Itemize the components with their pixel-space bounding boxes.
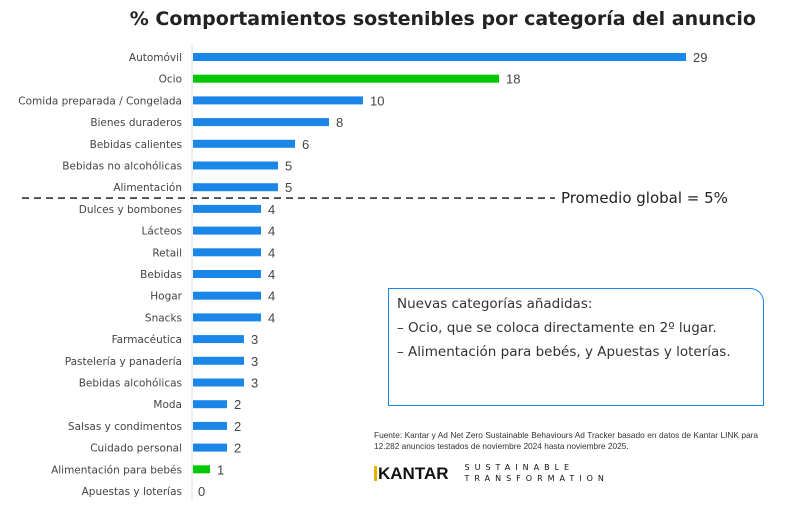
data-label: 4 bbox=[268, 267, 275, 282]
data-label: 2 bbox=[234, 397, 241, 412]
data-label: 0 bbox=[198, 484, 205, 499]
data-label: 3 bbox=[251, 354, 258, 369]
bar bbox=[193, 96, 363, 105]
bar bbox=[193, 118, 329, 127]
bar bbox=[193, 139, 295, 148]
category-label: Comida preparada / Congelada bbox=[18, 95, 182, 107]
data-label: 5 bbox=[285, 159, 292, 174]
source-note: Fuente: Kantar y Ad Net Zero Sustainable… bbox=[374, 430, 758, 451]
category-label: Hogar bbox=[150, 291, 182, 303]
logo-tagline: SUSTAINABLE TRANSFORMATION bbox=[465, 462, 609, 484]
bar bbox=[193, 226, 261, 235]
bar bbox=[193, 248, 261, 257]
data-label: 2 bbox=[234, 419, 241, 434]
note-item: – Alimentación para bebés, y Apuestas y … bbox=[397, 344, 731, 360]
category-label: Dulces y bombones bbox=[79, 204, 182, 216]
category-label: Bienes duraderos bbox=[90, 117, 182, 129]
data-label: 4 bbox=[268, 310, 275, 325]
bar bbox=[193, 335, 244, 344]
bar bbox=[193, 313, 261, 322]
bar bbox=[193, 356, 244, 365]
category-label: Automóvil bbox=[129, 52, 182, 64]
chart-title: % Comportamientos sostenibles por catego… bbox=[129, 8, 756, 30]
average-label: Promedio global = 5% bbox=[561, 189, 728, 207]
note-box: Nuevas categorías añadidas: – Ocio, que … bbox=[388, 288, 764, 406]
data-label: 1 bbox=[217, 462, 224, 477]
bar bbox=[193, 291, 261, 300]
data-label: 18 bbox=[506, 72, 520, 87]
category-label: Cuidado personal bbox=[90, 443, 182, 455]
bar bbox=[193, 443, 227, 452]
bar bbox=[193, 74, 499, 83]
bar bbox=[193, 270, 261, 278]
data-label: 5 bbox=[285, 180, 292, 195]
category-label: Pastelería y panadería bbox=[65, 356, 182, 368]
category-label: Moda bbox=[153, 399, 182, 411]
kantar-wordmark: KANTAR bbox=[374, 465, 449, 482]
data-label: 4 bbox=[268, 289, 275, 304]
data-label: 4 bbox=[268, 202, 275, 217]
category-label: Bebidas no alcohólicas bbox=[62, 161, 182, 173]
category-label: Alimentación para bebés bbox=[51, 464, 182, 476]
data-label: 3 bbox=[251, 376, 258, 391]
category-label: Alimentación bbox=[113, 182, 182, 194]
data-label: 10 bbox=[370, 93, 384, 108]
data-label: 6 bbox=[302, 137, 309, 152]
category-label: Retail bbox=[152, 247, 182, 259]
category-label: Ocio bbox=[159, 74, 182, 86]
data-label: 2 bbox=[234, 441, 241, 456]
data-label: 4 bbox=[268, 245, 275, 260]
data-label: 29 bbox=[693, 50, 707, 65]
bar bbox=[193, 400, 227, 409]
note-item-text: Ocio, que se coloca directamente en 2º l… bbox=[408, 320, 717, 336]
bar bbox=[193, 421, 227, 430]
note-heading: Nuevas categorías añadidas: bbox=[397, 296, 593, 312]
category-label: Apuestas y loterías bbox=[82, 486, 182, 498]
bar bbox=[193, 183, 278, 192]
bar bbox=[193, 53, 686, 61]
note-item: – Ocio, que se coloca directamente en 2º… bbox=[397, 320, 717, 336]
tagline-line2: TRANSFORMATION bbox=[464, 474, 609, 483]
tagline-line1: SUSTAINABLE bbox=[464, 463, 575, 472]
category-label: Bebidas alcohólicas bbox=[79, 378, 182, 390]
data-label: 8 bbox=[336, 115, 343, 130]
bar bbox=[193, 204, 261, 213]
bar bbox=[193, 161, 278, 170]
category-label: Snacks bbox=[145, 312, 182, 324]
category-label: Salsas y condimentos bbox=[68, 421, 182, 433]
bar bbox=[193, 465, 210, 474]
kantar-logo: KANTAR SUSTAINABLE TRANSFORMATION bbox=[374, 462, 609, 484]
category-label: Bebidas calientes bbox=[90, 139, 182, 151]
category-label: Bebidas bbox=[140, 269, 182, 281]
data-label: 4 bbox=[268, 224, 275, 239]
bar bbox=[193, 378, 244, 387]
data-label: 3 bbox=[251, 332, 258, 347]
note-item-text: Alimentación para bebés, y Apuestas y lo… bbox=[408, 344, 731, 360]
category-label: Farmacéutica bbox=[112, 334, 182, 346]
category-label: Lácteos bbox=[141, 226, 182, 238]
